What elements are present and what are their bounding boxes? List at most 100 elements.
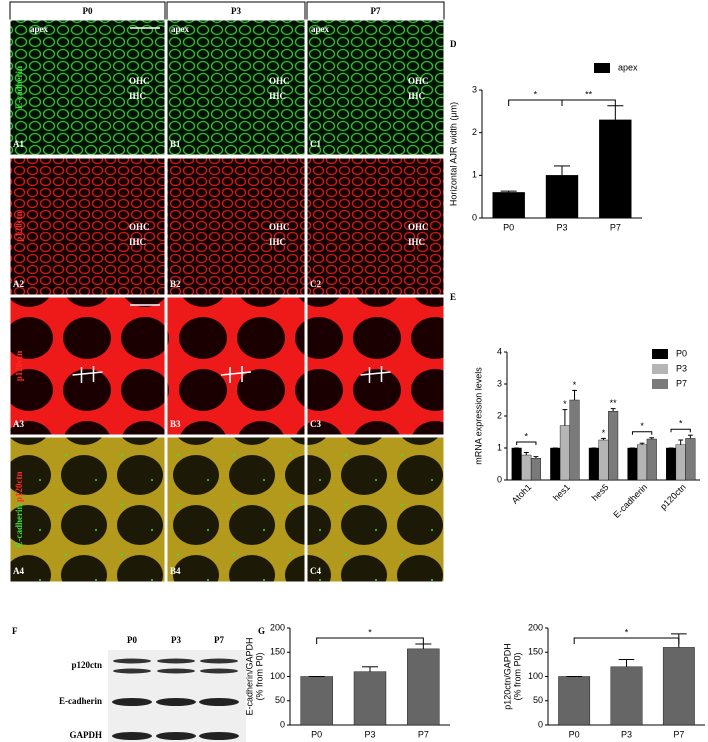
x-tick-label: hes1: [551, 482, 572, 503]
cell-label: B3: [170, 419, 181, 429]
x-tick-label: P7: [610, 222, 621, 232]
band: [199, 698, 239, 706]
stain-label: p120ctn: [14, 211, 24, 242]
micrograph: [166, 436, 306, 583]
significance-bracket: [631, 431, 653, 435]
cell-type-label: OHC: [129, 76, 150, 86]
significance-label: *: [563, 399, 567, 409]
legend-swatch: [652, 364, 668, 374]
cell-type-label: IHC: [269, 237, 286, 247]
band: [113, 668, 151, 674]
column-header: P7: [371, 6, 381, 16]
ajr-marker: [72, 371, 103, 376]
legend-label: apex: [618, 62, 638, 72]
y-tick-label: 1: [472, 170, 477, 180]
significance-label: *: [525, 431, 529, 441]
stain-part: E-cadherin/: [14, 502, 24, 548]
bar: [608, 411, 619, 481]
band: [200, 668, 238, 674]
bar: [598, 439, 609, 481]
significance-label: *: [625, 627, 629, 637]
micrograph: [306, 19, 445, 156]
micrograph: [9, 19, 166, 156]
x-tick-label: P0: [311, 729, 322, 739]
panel-label: E: [450, 292, 456, 302]
bar: [610, 666, 643, 726]
column-header: P0: [83, 6, 93, 16]
cell-label: B1: [170, 139, 181, 149]
micrograph: [9, 296, 166, 436]
significance-bracket: [316, 637, 424, 644]
stain-part: p120ctn: [14, 211, 24, 242]
region-label: apex: [171, 24, 190, 34]
stain-label: p120ctn: [14, 351, 24, 382]
panel-label: D: [450, 39, 457, 49]
cell-label: B2: [170, 279, 181, 289]
bar: [588, 447, 599, 481]
stain-label: E-cadherin: [14, 66, 24, 109]
bar: [511, 447, 522, 481]
cell-type-label: IHC: [129, 91, 146, 101]
legend-label: P7: [676, 378, 687, 388]
ajr-marker: [220, 371, 252, 376]
y-tick-label: 0: [280, 719, 285, 729]
legend-label: P3: [676, 363, 687, 373]
bar: [530, 458, 541, 481]
cell-type-label: OHC: [408, 76, 429, 86]
band: [156, 732, 196, 740]
significance-bracket: [573, 637, 680, 644]
blot-column: P7: [214, 635, 224, 645]
y-axis-label: p120ctn/GAPDH: [502, 643, 512, 710]
panel-label: G: [258, 626, 265, 636]
cell-type-label: OHC: [269, 76, 290, 86]
y-tick-label: 2: [497, 410, 502, 420]
bar: [569, 399, 580, 481]
column-header: P3: [231, 6, 241, 16]
significance-label: *: [640, 421, 644, 431]
cell-type-label: IHC: [129, 237, 146, 247]
cell-label: B4: [170, 566, 181, 576]
significance-bracket: [561, 99, 616, 106]
bar: [558, 676, 591, 726]
bar: [407, 648, 440, 726]
micrograph: [166, 19, 306, 156]
cell-label: A2: [13, 279, 24, 289]
cell-label: C1: [310, 139, 321, 149]
bar: [492, 192, 525, 219]
y-tick-label: 0: [497, 474, 502, 484]
y-tick-label: 100: [528, 671, 543, 681]
significance-bracket: [508, 99, 563, 106]
y-tick-label: 200: [528, 622, 543, 632]
band: [157, 668, 195, 674]
cell-type-label: IHC: [408, 237, 425, 247]
significance-label: **: [585, 89, 593, 99]
y-axis-label: (% from P0): [512, 652, 522, 700]
bar: [559, 425, 570, 481]
micrograph: [9, 436, 166, 583]
y-axis-label: mRNA expression levels: [473, 367, 483, 465]
legend-swatch: [594, 63, 610, 73]
x-tick-label: E-cadherin: [611, 482, 649, 520]
blot-row: GAPDH: [70, 730, 103, 740]
significance-label: *: [573, 380, 577, 390]
x-tick-label: Atoh1: [510, 482, 534, 506]
band: [200, 658, 238, 664]
x-tick-label: P3: [556, 222, 567, 232]
bar: [662, 647, 695, 726]
y-tick-label: 150: [528, 647, 543, 657]
bar: [300, 676, 333, 726]
region-label: apex: [30, 24, 49, 34]
x-tick-label: hes5: [590, 482, 611, 503]
blot-row: E-cadherin: [59, 696, 102, 706]
blot-column: P3: [171, 635, 181, 645]
micrograph: [9, 157, 166, 296]
region-label: apex: [311, 24, 330, 34]
legend-swatch: [652, 379, 668, 389]
panel-label: F: [12, 626, 18, 636]
x-tick-label: P0: [569, 729, 580, 739]
bar: [685, 438, 696, 481]
bar: [646, 438, 657, 481]
band: [156, 698, 196, 706]
cell-label: C4: [310, 566, 321, 576]
